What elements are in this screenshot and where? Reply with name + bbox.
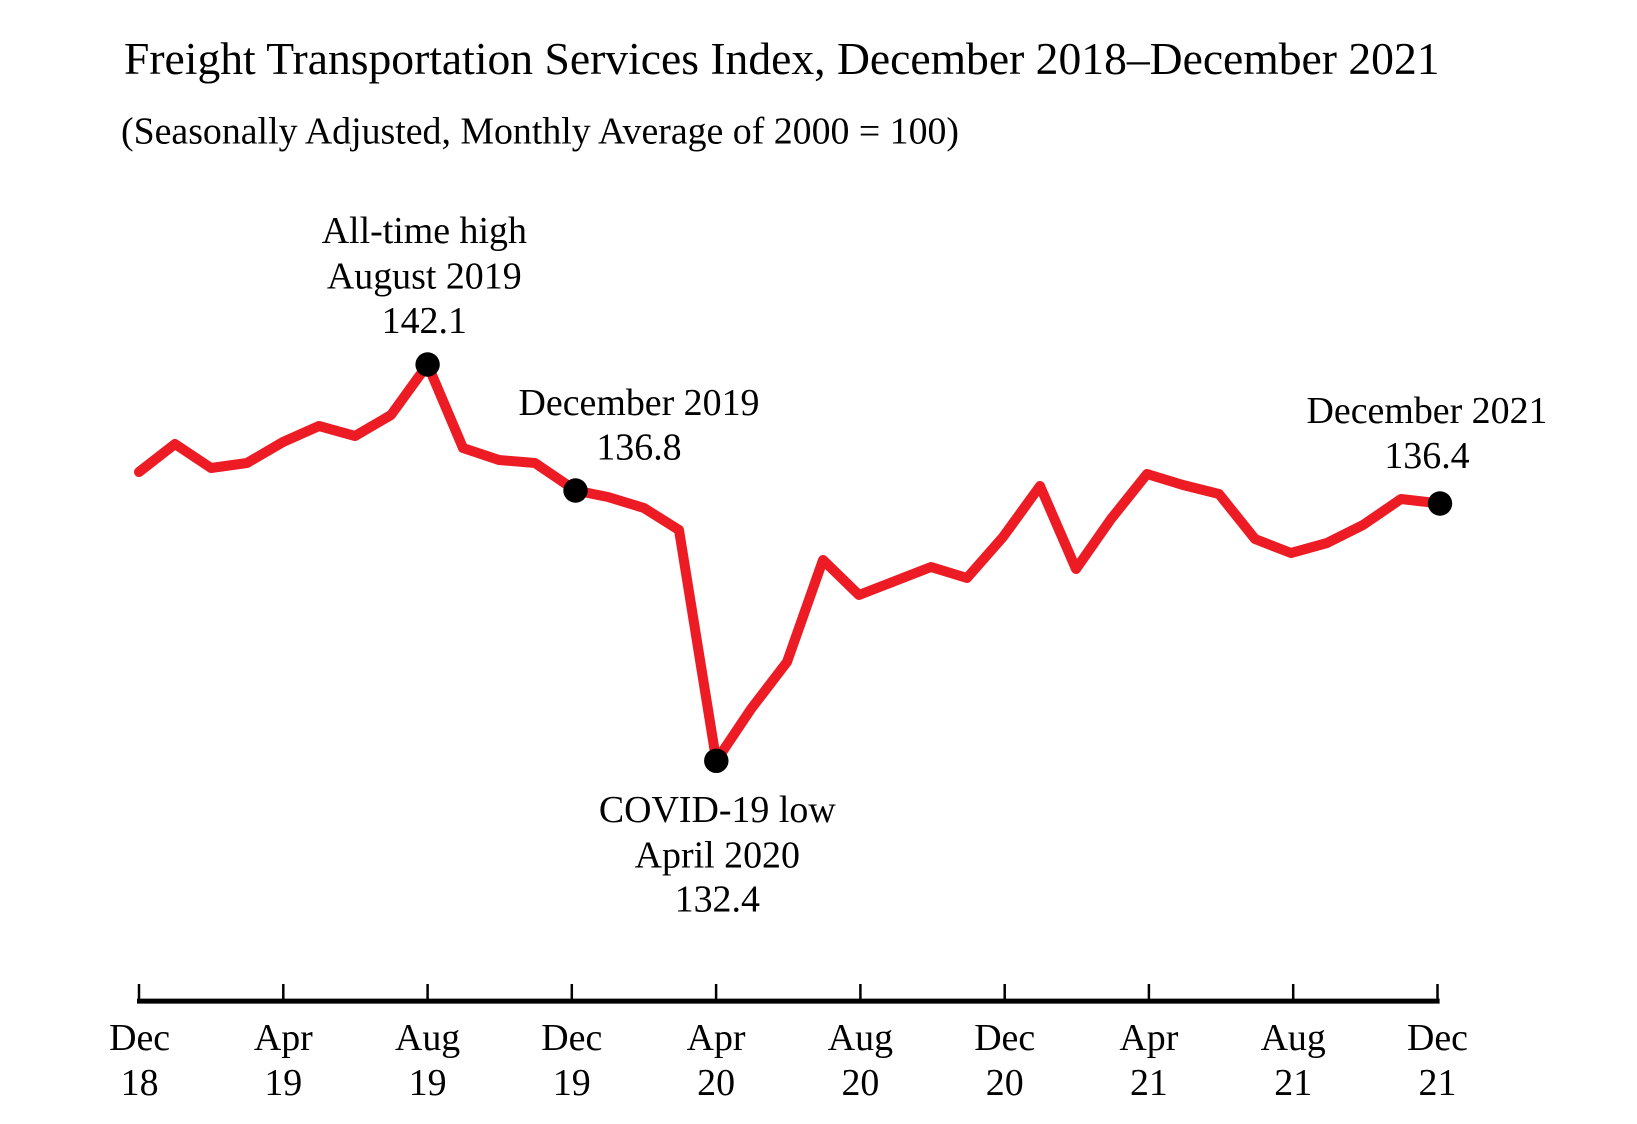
svg-text:Apr: Apr bbox=[1119, 1017, 1178, 1059]
svg-text:20: 20 bbox=[697, 1062, 735, 1104]
svg-text:April 2020: April 2020 bbox=[635, 834, 800, 876]
svg-text:142.1: 142.1 bbox=[382, 300, 467, 342]
svg-text:Dec: Dec bbox=[1407, 1017, 1468, 1059]
svg-text:136.8: 136.8 bbox=[596, 427, 681, 469]
svg-text:136.4: 136.4 bbox=[1384, 435, 1469, 477]
svg-text:19: 19 bbox=[264, 1062, 302, 1104]
svg-text:Aug: Aug bbox=[1261, 1017, 1326, 1059]
svg-text:All-time high: All-time high bbox=[322, 210, 527, 252]
svg-text:Dec: Dec bbox=[109, 1017, 170, 1059]
svg-text:Freight Transportation Service: Freight Transportation Services Index, D… bbox=[124, 33, 1440, 84]
svg-text:August 2019: August 2019 bbox=[327, 256, 522, 298]
svg-text:132.4: 132.4 bbox=[675, 878, 760, 920]
svg-text:18: 18 bbox=[121, 1062, 159, 1104]
svg-text:December 2019: December 2019 bbox=[519, 382, 760, 424]
svg-text:20: 20 bbox=[841, 1062, 879, 1104]
svg-text:COVID-19 low: COVID-19 low bbox=[599, 789, 836, 831]
svg-text:19: 19 bbox=[553, 1062, 591, 1104]
svg-text:19: 19 bbox=[409, 1062, 447, 1104]
svg-text:Dec: Dec bbox=[974, 1017, 1035, 1059]
svg-text:21: 21 bbox=[1419, 1062, 1457, 1104]
svg-text:21: 21 bbox=[1130, 1062, 1168, 1104]
svg-text:December 2021: December 2021 bbox=[1307, 390, 1548, 432]
svg-text:20: 20 bbox=[986, 1062, 1024, 1104]
svg-text:(Seasonally Adjusted, Monthly: (Seasonally Adjusted, Monthly Average of… bbox=[121, 110, 959, 152]
svg-text:Aug: Aug bbox=[828, 1017, 893, 1059]
svg-text:Apr: Apr bbox=[254, 1017, 313, 1059]
svg-text:Aug: Aug bbox=[395, 1017, 460, 1059]
svg-text:Apr: Apr bbox=[687, 1017, 746, 1059]
svg-text:21: 21 bbox=[1274, 1062, 1312, 1104]
svg-text:Dec: Dec bbox=[541, 1017, 602, 1059]
